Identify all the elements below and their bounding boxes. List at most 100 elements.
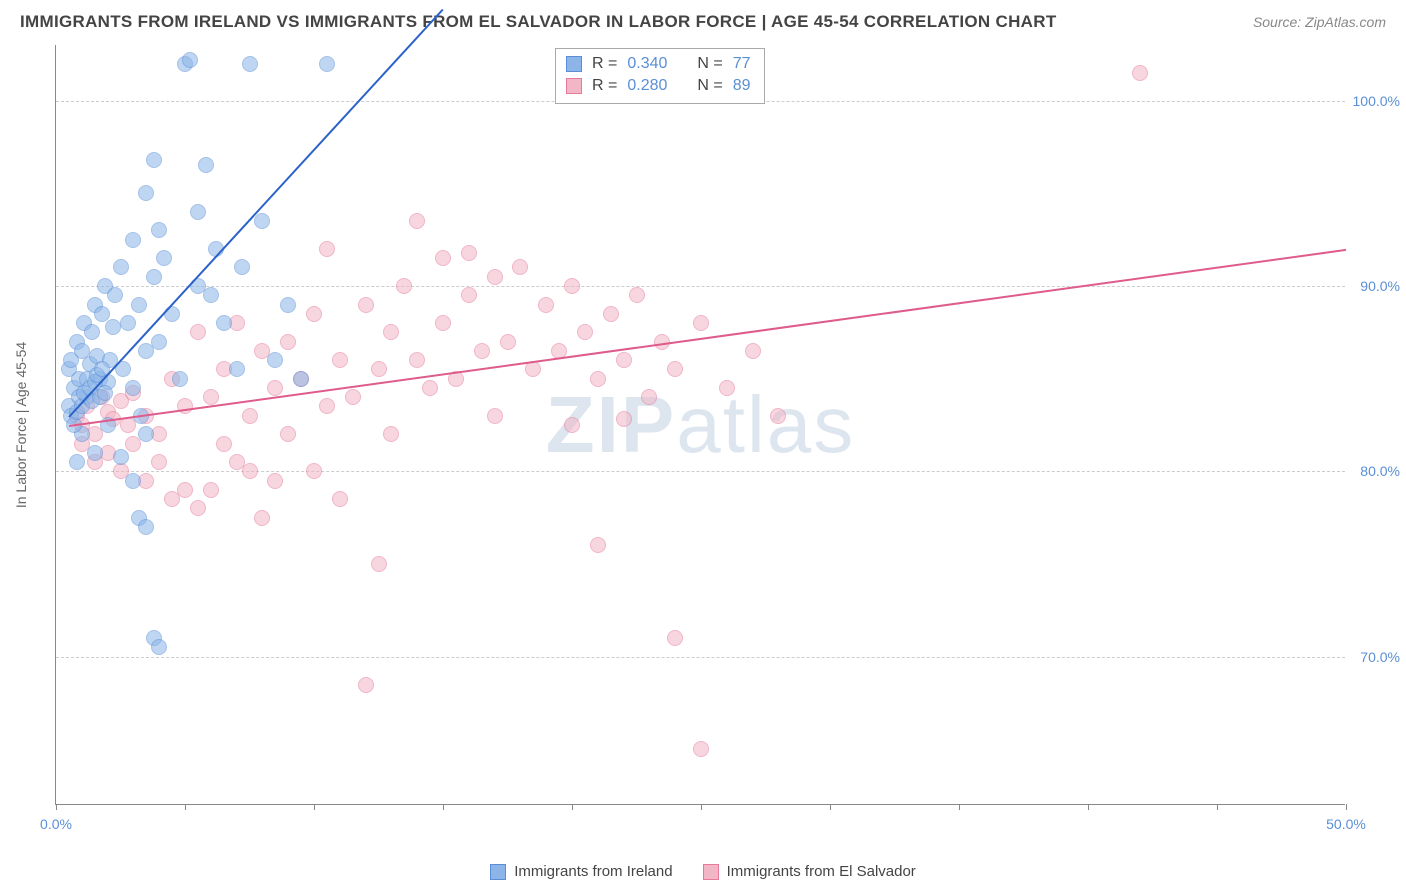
y-axis-title: In Labor Force | Age 45-54 bbox=[13, 341, 29, 507]
data-point-elsalvador bbox=[267, 380, 283, 396]
data-point-ireland bbox=[138, 519, 154, 535]
data-point-elsalvador bbox=[629, 287, 645, 303]
legend-swatch-elsalvador bbox=[566, 78, 582, 94]
data-point-elsalvador bbox=[487, 269, 503, 285]
data-point-elsalvador bbox=[745, 343, 761, 359]
corr-legend-row-elsalvador: R =0.280N =89 bbox=[566, 75, 750, 97]
data-point-ireland bbox=[131, 297, 147, 313]
data-point-elsalvador bbox=[371, 556, 387, 572]
data-point-elsalvador bbox=[590, 537, 606, 553]
data-point-elsalvador bbox=[538, 297, 554, 313]
x-tick bbox=[56, 804, 57, 810]
data-point-elsalvador bbox=[203, 389, 219, 405]
data-point-elsalvador bbox=[667, 630, 683, 646]
data-point-ireland bbox=[151, 639, 167, 655]
x-tick-label: 0.0% bbox=[40, 816, 72, 832]
data-point-ireland bbox=[267, 352, 283, 368]
data-point-elsalvador bbox=[422, 380, 438, 396]
data-point-elsalvador bbox=[203, 482, 219, 498]
data-point-ireland bbox=[156, 250, 172, 266]
data-point-elsalvador bbox=[500, 334, 516, 350]
data-point-elsalvador bbox=[358, 297, 374, 313]
data-point-elsalvador bbox=[332, 491, 348, 507]
data-point-elsalvador bbox=[177, 482, 193, 498]
data-point-elsalvador bbox=[371, 361, 387, 377]
data-point-ireland bbox=[190, 204, 206, 220]
data-point-elsalvador bbox=[242, 463, 258, 479]
r-value: 0.280 bbox=[627, 77, 677, 95]
data-point-elsalvador bbox=[603, 306, 619, 322]
data-point-ireland bbox=[113, 259, 129, 275]
data-point-elsalvador bbox=[525, 361, 541, 377]
data-point-elsalvador bbox=[667, 361, 683, 377]
data-point-ireland bbox=[105, 319, 121, 335]
data-point-elsalvador bbox=[306, 306, 322, 322]
series-legend-item-ireland: Immigrants from Ireland bbox=[490, 863, 672, 880]
data-point-elsalvador bbox=[319, 241, 335, 257]
legend-swatch-elsalvador bbox=[703, 864, 719, 880]
data-point-elsalvador bbox=[487, 408, 503, 424]
chart-plot-area: In Labor Force | Age 45-54 ZIPatlas 70.0… bbox=[55, 45, 1345, 805]
data-point-elsalvador bbox=[383, 324, 399, 340]
data-point-ireland bbox=[125, 380, 141, 396]
data-point-elsalvador bbox=[409, 213, 425, 229]
data-point-ireland bbox=[69, 454, 85, 470]
data-point-elsalvador bbox=[770, 408, 786, 424]
x-tick bbox=[830, 804, 831, 810]
data-point-elsalvador bbox=[564, 417, 580, 433]
correlation-legend: R =0.340N =77R =0.280N =89 bbox=[555, 48, 765, 104]
x-tick-label: 50.0% bbox=[1326, 816, 1366, 832]
data-point-elsalvador bbox=[693, 741, 709, 757]
data-point-elsalvador bbox=[319, 398, 335, 414]
chart-title: IMMIGRANTS FROM IRELAND VS IMMIGRANTS FR… bbox=[20, 12, 1057, 32]
series-label: Immigrants from El Salvador bbox=[727, 863, 916, 880]
legend-swatch-ireland bbox=[490, 864, 506, 880]
data-point-ireland bbox=[87, 445, 103, 461]
data-point-ireland bbox=[146, 152, 162, 168]
data-point-elsalvador bbox=[461, 287, 477, 303]
data-point-ireland bbox=[242, 56, 258, 72]
x-tick bbox=[959, 804, 960, 810]
data-point-ireland bbox=[280, 297, 296, 313]
y-tick-label: 100.0% bbox=[1350, 93, 1400, 109]
data-point-elsalvador bbox=[474, 343, 490, 359]
n-value: 77 bbox=[733, 55, 751, 73]
n-value: 89 bbox=[733, 77, 751, 95]
x-tick bbox=[443, 804, 444, 810]
data-point-ireland bbox=[254, 213, 270, 229]
data-point-elsalvador bbox=[564, 278, 580, 294]
grid-line bbox=[56, 657, 1345, 658]
data-point-elsalvador bbox=[190, 500, 206, 516]
data-point-ireland bbox=[151, 222, 167, 238]
watermark-light: atlas bbox=[676, 380, 855, 469]
series-legend: Immigrants from Ireland Immigrants from E… bbox=[0, 863, 1406, 880]
data-point-ireland bbox=[234, 259, 250, 275]
watermark: ZIPatlas bbox=[546, 379, 855, 471]
series-legend-item-elsalvador: Immigrants from El Salvador bbox=[703, 863, 916, 880]
x-tick bbox=[1217, 804, 1218, 810]
series-label: Immigrants from Ireland bbox=[514, 863, 672, 880]
data-point-ireland bbox=[172, 371, 188, 387]
data-point-elsalvador bbox=[190, 324, 206, 340]
x-tick bbox=[1346, 804, 1347, 810]
x-tick bbox=[314, 804, 315, 810]
y-tick-label: 70.0% bbox=[1350, 649, 1400, 665]
y-tick-label: 90.0% bbox=[1350, 278, 1400, 294]
data-point-elsalvador bbox=[1132, 65, 1148, 81]
data-point-elsalvador bbox=[242, 408, 258, 424]
data-point-elsalvador bbox=[332, 352, 348, 368]
data-point-elsalvador bbox=[151, 454, 167, 470]
data-point-ireland bbox=[198, 157, 214, 173]
data-point-ireland bbox=[151, 334, 167, 350]
data-point-elsalvador bbox=[693, 315, 709, 331]
data-point-ireland bbox=[113, 449, 129, 465]
data-point-elsalvador bbox=[345, 389, 361, 405]
data-point-ireland bbox=[125, 232, 141, 248]
n-label: N = bbox=[697, 77, 722, 95]
header-bar: IMMIGRANTS FROM IRELAND VS IMMIGRANTS FR… bbox=[20, 12, 1386, 32]
data-point-elsalvador bbox=[590, 371, 606, 387]
data-point-elsalvador bbox=[719, 380, 735, 396]
data-point-ireland bbox=[216, 315, 232, 331]
data-point-elsalvador bbox=[409, 352, 425, 368]
data-point-ireland bbox=[229, 361, 245, 377]
